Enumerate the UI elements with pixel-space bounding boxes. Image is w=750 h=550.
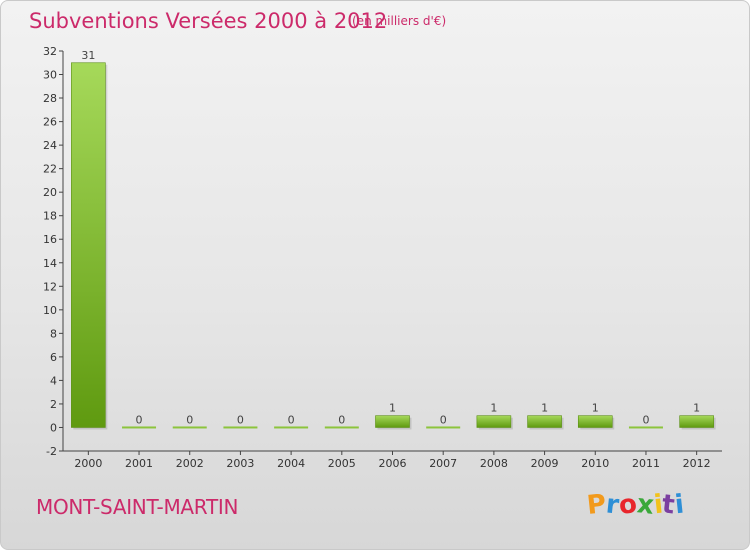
- x-tick-label: 2007: [429, 457, 457, 470]
- y-tick-label: 22: [43, 163, 57, 176]
- y-tick-label: 24: [43, 139, 57, 152]
- bar: [324, 426, 359, 429]
- y-tick-label: 28: [43, 92, 57, 105]
- bar: [628, 426, 663, 429]
- bar: [577, 415, 613, 428]
- bar-value-label: 1: [592, 402, 599, 415]
- x-tick-label: 2000: [74, 457, 102, 470]
- bar: [426, 426, 461, 429]
- y-tick-label: 32: [43, 45, 57, 58]
- bar: [122, 426, 157, 429]
- x-tick-label: 2012: [683, 457, 711, 470]
- y-tick-label: 30: [43, 69, 57, 82]
- bar-value-label: 0: [338, 413, 345, 426]
- y-tick-label: 20: [43, 186, 57, 199]
- bar-value-label: 0: [440, 413, 447, 426]
- bar-value-label: 1: [541, 402, 548, 415]
- bar-value-label: 0: [642, 413, 649, 426]
- y-tick-label: 26: [43, 116, 57, 129]
- y-tick-label: 4: [50, 374, 57, 387]
- y-tick-label: 0: [50, 421, 57, 434]
- bar-value-label: 1: [693, 402, 700, 415]
- x-tick-label: 2009: [531, 457, 559, 470]
- chart-title: Subventions Versées 2000 à 2012: [29, 9, 388, 33]
- bar: [71, 62, 106, 428]
- x-tick-label: 2008: [480, 457, 508, 470]
- y-tick-label: 12: [43, 280, 57, 293]
- bar-value-label: 31: [81, 49, 95, 62]
- y-tick-label: -2: [46, 445, 57, 458]
- x-tick-label: 2005: [328, 457, 356, 470]
- proxiti-logo: Proxiti: [585, 489, 686, 521]
- bar: [274, 426, 309, 429]
- bar-value-label: 0: [237, 413, 244, 426]
- y-tick-label: 8: [50, 327, 57, 340]
- x-tick-label: 2011: [632, 457, 660, 470]
- bar-value-label: 0: [186, 413, 193, 426]
- bar: [375, 415, 410, 428]
- bar: [679, 415, 714, 428]
- bar-value-label: 0: [136, 413, 143, 426]
- bar-value-label: 1: [389, 402, 396, 415]
- x-tick-label: 2010: [581, 457, 609, 470]
- commune-name: MONT-SAINT-MARTIN: [36, 495, 239, 519]
- bar: [527, 415, 562, 428]
- y-tick-label: 10: [43, 304, 57, 317]
- y-tick-label: 16: [43, 233, 57, 246]
- x-tick-label: 2002: [176, 457, 204, 470]
- bar-value-label: 1: [490, 402, 497, 415]
- bar: [223, 426, 258, 429]
- y-tick-label: 2: [50, 398, 57, 411]
- x-tick-label: 2001: [125, 457, 153, 470]
- x-tick-label: 2003: [226, 457, 254, 470]
- y-tick-label: 6: [50, 351, 57, 364]
- bar: [476, 415, 512, 428]
- x-tick-label: 2006: [379, 457, 407, 470]
- bar-value-label: 0: [288, 413, 295, 426]
- y-tick-label: 18: [43, 210, 57, 223]
- bar: [172, 426, 207, 429]
- x-tick-label: 2004: [277, 457, 305, 470]
- logo-letter: i: [673, 489, 686, 521]
- chart-unit-label: (en milliers d'€): [352, 14, 447, 28]
- y-tick-label: 14: [43, 257, 57, 270]
